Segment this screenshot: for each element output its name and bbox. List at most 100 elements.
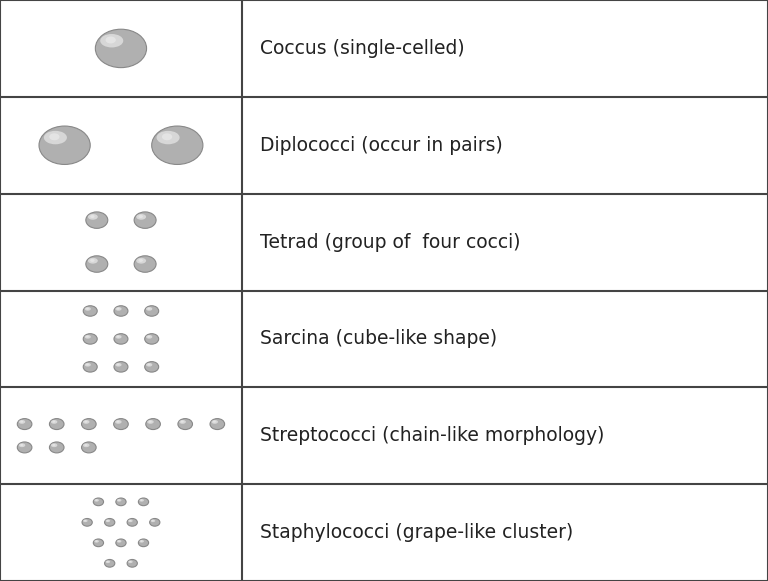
Ellipse shape	[115, 335, 121, 339]
Ellipse shape	[83, 443, 90, 447]
Ellipse shape	[147, 420, 154, 424]
Ellipse shape	[128, 561, 133, 563]
Ellipse shape	[114, 361, 128, 372]
Ellipse shape	[115, 307, 121, 311]
Ellipse shape	[179, 420, 186, 424]
Ellipse shape	[134, 256, 156, 272]
Ellipse shape	[39, 126, 90, 164]
Ellipse shape	[84, 421, 88, 422]
Text: Tetrad (group of  four cocci): Tetrad (group of four cocci)	[260, 232, 521, 252]
Ellipse shape	[84, 363, 91, 367]
Ellipse shape	[84, 444, 88, 446]
Ellipse shape	[18, 442, 32, 453]
Ellipse shape	[141, 500, 143, 501]
Ellipse shape	[138, 539, 149, 547]
Ellipse shape	[94, 540, 99, 543]
Ellipse shape	[162, 134, 172, 140]
Ellipse shape	[128, 519, 133, 522]
Ellipse shape	[44, 131, 67, 144]
Ellipse shape	[117, 540, 121, 543]
Ellipse shape	[210, 418, 224, 429]
Ellipse shape	[129, 520, 131, 521]
Ellipse shape	[49, 418, 64, 429]
Ellipse shape	[138, 498, 149, 505]
Ellipse shape	[83, 519, 88, 522]
Ellipse shape	[95, 540, 98, 542]
Ellipse shape	[117, 308, 120, 310]
Ellipse shape	[147, 336, 151, 338]
Ellipse shape	[127, 560, 137, 567]
Ellipse shape	[146, 335, 152, 339]
Ellipse shape	[52, 444, 55, 446]
Text: Streptococci (chain-like morphology): Streptococci (chain-like morphology)	[260, 426, 604, 445]
Ellipse shape	[147, 308, 151, 310]
Ellipse shape	[129, 561, 131, 562]
Ellipse shape	[93, 539, 104, 547]
Ellipse shape	[104, 518, 114, 526]
Ellipse shape	[146, 307, 152, 311]
Ellipse shape	[116, 498, 126, 505]
Ellipse shape	[84, 307, 91, 311]
Ellipse shape	[86, 256, 108, 272]
Ellipse shape	[149, 421, 151, 422]
Ellipse shape	[151, 519, 155, 522]
Ellipse shape	[136, 258, 146, 264]
Ellipse shape	[105, 561, 110, 563]
Ellipse shape	[84, 520, 86, 521]
Ellipse shape	[152, 520, 154, 521]
Ellipse shape	[49, 442, 64, 453]
Text: Sarcina (cube-like shape): Sarcina (cube-like shape)	[260, 329, 497, 349]
Ellipse shape	[90, 259, 94, 262]
Ellipse shape	[52, 421, 55, 422]
Ellipse shape	[18, 420, 25, 424]
Ellipse shape	[20, 444, 23, 446]
Ellipse shape	[152, 126, 203, 164]
Text: Staphylococci (grape-like cluster): Staphylococci (grape-like cluster)	[260, 523, 573, 542]
Ellipse shape	[49, 134, 59, 140]
Ellipse shape	[114, 418, 128, 429]
Ellipse shape	[117, 364, 120, 365]
Ellipse shape	[86, 212, 108, 228]
Ellipse shape	[51, 420, 58, 424]
Ellipse shape	[117, 421, 120, 422]
Ellipse shape	[83, 306, 98, 316]
Ellipse shape	[86, 336, 89, 338]
Ellipse shape	[180, 421, 184, 422]
Ellipse shape	[115, 363, 121, 367]
Ellipse shape	[136, 214, 146, 220]
Ellipse shape	[95, 29, 147, 67]
Ellipse shape	[51, 443, 58, 447]
Ellipse shape	[20, 421, 23, 422]
Ellipse shape	[81, 418, 96, 429]
Ellipse shape	[107, 520, 108, 521]
Ellipse shape	[18, 418, 32, 429]
Ellipse shape	[117, 336, 120, 338]
Ellipse shape	[118, 500, 120, 501]
Ellipse shape	[116, 539, 126, 547]
Ellipse shape	[105, 37, 116, 44]
Ellipse shape	[84, 335, 91, 339]
Ellipse shape	[127, 518, 137, 526]
Ellipse shape	[146, 418, 161, 429]
Ellipse shape	[94, 499, 99, 501]
Ellipse shape	[144, 333, 159, 344]
Ellipse shape	[144, 361, 159, 372]
Text: Diplococci (occur in pairs): Diplococci (occur in pairs)	[260, 136, 503, 155]
Ellipse shape	[81, 442, 96, 453]
Ellipse shape	[147, 364, 151, 365]
Ellipse shape	[139, 540, 144, 543]
Ellipse shape	[146, 363, 152, 367]
Ellipse shape	[157, 131, 180, 144]
Ellipse shape	[107, 561, 108, 562]
Ellipse shape	[104, 560, 114, 567]
Ellipse shape	[86, 364, 89, 365]
Ellipse shape	[114, 333, 128, 344]
Ellipse shape	[144, 306, 159, 316]
Ellipse shape	[88, 258, 98, 264]
Ellipse shape	[93, 498, 104, 505]
Ellipse shape	[213, 421, 216, 422]
Ellipse shape	[141, 540, 143, 542]
Ellipse shape	[118, 540, 120, 542]
Ellipse shape	[138, 215, 143, 218]
Ellipse shape	[178, 418, 193, 429]
